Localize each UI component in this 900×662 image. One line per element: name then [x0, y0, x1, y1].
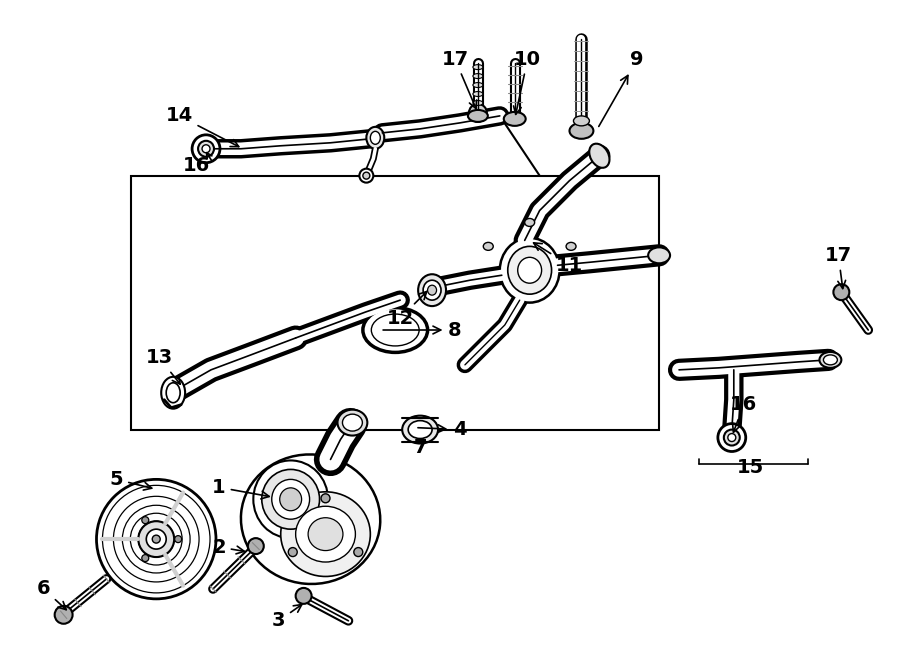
Text: 16: 16	[183, 156, 210, 175]
Ellipse shape	[472, 91, 483, 97]
Ellipse shape	[590, 144, 609, 167]
Ellipse shape	[147, 529, 166, 549]
Ellipse shape	[648, 248, 670, 263]
Ellipse shape	[525, 218, 535, 226]
Ellipse shape	[472, 65, 483, 70]
Text: 10: 10	[514, 50, 541, 115]
Ellipse shape	[241, 454, 381, 584]
Ellipse shape	[175, 536, 182, 543]
Bar	[131, 175, 659, 430]
Ellipse shape	[366, 127, 384, 149]
Ellipse shape	[272, 479, 310, 519]
Ellipse shape	[573, 116, 590, 126]
Text: 6: 6	[37, 579, 67, 610]
Text: 17: 17	[824, 246, 852, 289]
Ellipse shape	[472, 83, 483, 87]
Ellipse shape	[262, 469, 320, 529]
Ellipse shape	[192, 135, 220, 163]
Text: 3: 3	[272, 604, 302, 630]
Text: 14: 14	[166, 107, 238, 147]
Ellipse shape	[819, 352, 842, 368]
Ellipse shape	[296, 506, 356, 562]
Ellipse shape	[409, 420, 432, 438]
Ellipse shape	[161, 377, 185, 408]
Ellipse shape	[96, 479, 216, 599]
Text: 1: 1	[212, 478, 269, 499]
Ellipse shape	[343, 414, 363, 431]
Ellipse shape	[472, 73, 483, 79]
Ellipse shape	[281, 492, 370, 577]
Ellipse shape	[423, 280, 441, 300]
Text: 8: 8	[383, 320, 462, 340]
Text: 17: 17	[441, 50, 477, 109]
Ellipse shape	[142, 555, 148, 561]
Text: 5: 5	[110, 470, 152, 490]
Ellipse shape	[508, 246, 552, 294]
Ellipse shape	[504, 112, 526, 126]
Text: 15: 15	[737, 458, 764, 477]
Ellipse shape	[518, 258, 542, 283]
Ellipse shape	[363, 172, 370, 179]
Ellipse shape	[288, 547, 297, 557]
Ellipse shape	[253, 461, 328, 538]
Ellipse shape	[718, 424, 746, 451]
Ellipse shape	[248, 538, 264, 554]
Ellipse shape	[296, 588, 311, 604]
Text: 2: 2	[212, 538, 244, 557]
Text: 9: 9	[598, 50, 644, 126]
Ellipse shape	[103, 485, 210, 593]
Ellipse shape	[363, 308, 428, 352]
Ellipse shape	[469, 104, 487, 122]
Ellipse shape	[428, 285, 436, 295]
Ellipse shape	[472, 101, 483, 105]
Ellipse shape	[202, 145, 210, 153]
Ellipse shape	[338, 410, 367, 436]
Ellipse shape	[308, 518, 343, 551]
Ellipse shape	[198, 141, 214, 157]
Ellipse shape	[130, 513, 182, 565]
Ellipse shape	[166, 383, 180, 402]
Ellipse shape	[354, 547, 363, 557]
Ellipse shape	[833, 284, 850, 300]
Ellipse shape	[824, 355, 837, 365]
Text: 7: 7	[413, 438, 427, 457]
Ellipse shape	[728, 434, 736, 442]
Ellipse shape	[139, 521, 175, 557]
Ellipse shape	[402, 416, 438, 444]
Ellipse shape	[139, 521, 175, 557]
Ellipse shape	[113, 496, 199, 582]
Text: 4: 4	[418, 420, 467, 439]
Ellipse shape	[566, 242, 576, 250]
Ellipse shape	[152, 535, 160, 543]
Text: 13: 13	[146, 348, 180, 384]
Ellipse shape	[483, 242, 493, 250]
Ellipse shape	[570, 123, 593, 139]
Ellipse shape	[142, 516, 148, 524]
Ellipse shape	[359, 169, 374, 183]
Ellipse shape	[122, 505, 190, 573]
Text: 12: 12	[387, 291, 427, 328]
Ellipse shape	[55, 606, 73, 624]
Text: 11: 11	[534, 243, 583, 275]
Text: 16: 16	[730, 395, 758, 432]
Ellipse shape	[372, 314, 419, 346]
Ellipse shape	[418, 274, 446, 306]
Ellipse shape	[321, 494, 330, 502]
Ellipse shape	[724, 430, 740, 446]
Ellipse shape	[280, 488, 302, 511]
Ellipse shape	[468, 110, 488, 122]
Ellipse shape	[370, 131, 381, 144]
Ellipse shape	[500, 238, 560, 303]
